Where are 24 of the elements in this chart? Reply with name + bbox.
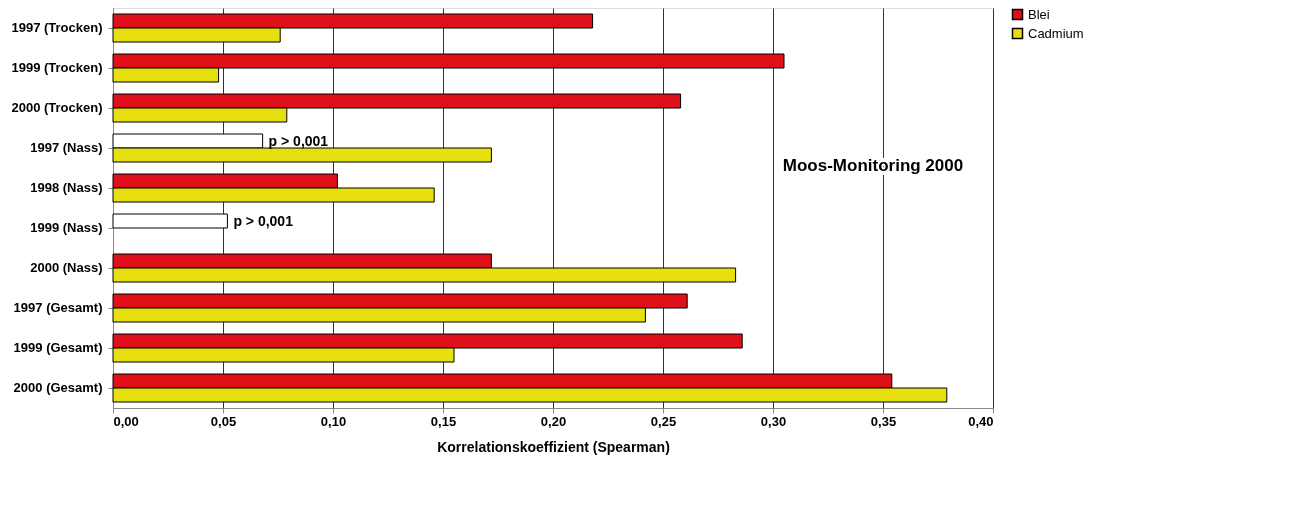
x-tick-label: 0,20 <box>540 413 567 429</box>
y-tick-label: 2000 (Trocken) <box>11 100 103 115</box>
y-tick-label: 1999 (Nass) <box>30 220 103 235</box>
y-tick-label: 1999 (Trocken) <box>11 60 103 75</box>
y-tick-label: 1997 (Trocken) <box>11 20 103 35</box>
y-tick-label: 1997 (Nass) <box>30 140 103 155</box>
x-axis-title: Korrelationskoeffizient (Spearman) <box>437 438 670 455</box>
x-tick-label: 0,05 <box>210 413 237 429</box>
y-tick-label: 1998 (Nass) <box>30 180 103 195</box>
y-tick-label: 2000 (Gesamt) <box>13 380 103 395</box>
x-tick-label: 0,35 <box>870 413 897 429</box>
x-tick-label: 0,00 <box>113 413 139 429</box>
legend-label: Cadmium <box>1028 25 1084 41</box>
y-tick-label: 2000 (Nass) <box>30 260 103 275</box>
x-tick-label: 0,40 <box>968 413 994 429</box>
x-tick-label: 0,25 <box>650 413 677 429</box>
legend-label: Blei <box>1028 6 1050 22</box>
x-tick-label: 0,10 <box>320 413 347 429</box>
x-tick-label: 0,30 <box>760 413 787 429</box>
y-tick-label: 1997 (Gesamt) <box>13 300 103 315</box>
x-tick-label: 0,15 <box>430 413 457 429</box>
y-tick-label: 1999 (Gesamt) <box>13 340 103 355</box>
annotation: p > 0,001 <box>268 133 329 149</box>
annotation: p > 0,001 <box>233 213 294 229</box>
